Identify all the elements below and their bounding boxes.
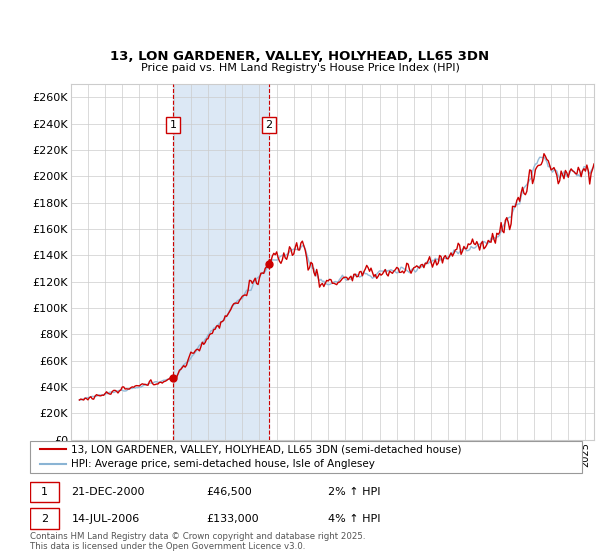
Text: 13, LON GARDENER, VALLEY, HOLYHEAD, LL65 3DN: 13, LON GARDENER, VALLEY, HOLYHEAD, LL65…	[110, 49, 490, 63]
Text: 2: 2	[41, 514, 48, 524]
FancyBboxPatch shape	[30, 482, 59, 502]
Text: Contains HM Land Registry data © Crown copyright and database right 2025.
This d: Contains HM Land Registry data © Crown c…	[30, 531, 365, 551]
Text: 4% ↑ HPI: 4% ↑ HPI	[328, 514, 380, 524]
FancyBboxPatch shape	[30, 441, 582, 473]
Text: Price paid vs. HM Land Registry's House Price Index (HPI): Price paid vs. HM Land Registry's House …	[140, 63, 460, 73]
Text: HPI: Average price, semi-detached house, Isle of Anglesey: HPI: Average price, semi-detached house,…	[71, 459, 375, 469]
Text: 13, LON GARDENER, VALLEY, HOLYHEAD, LL65 3DN (semi-detached house): 13, LON GARDENER, VALLEY, HOLYHEAD, LL65…	[71, 445, 462, 455]
FancyBboxPatch shape	[30, 508, 59, 529]
Text: 2% ↑ HPI: 2% ↑ HPI	[328, 487, 380, 497]
Text: £133,000: £133,000	[206, 514, 259, 524]
Bar	[173, 84, 269, 440]
Text: 1: 1	[170, 120, 177, 130]
Text: 21-DEC-2000: 21-DEC-2000	[71, 487, 145, 497]
Text: 2: 2	[265, 120, 272, 130]
Text: 14-JUL-2006: 14-JUL-2006	[71, 514, 140, 524]
Text: 1: 1	[41, 487, 48, 497]
Text: £46,500: £46,500	[206, 487, 253, 497]
